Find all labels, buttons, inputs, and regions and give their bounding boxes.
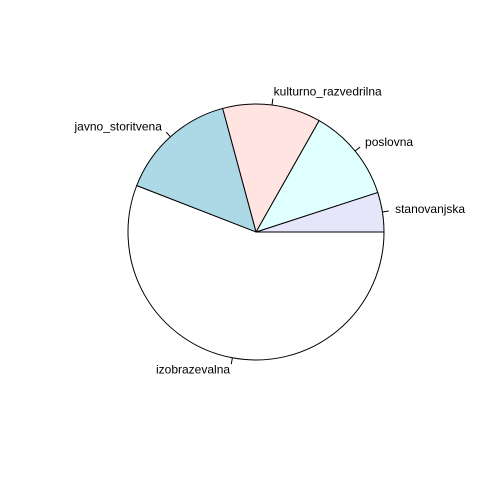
pie-label-javno_storitvena: javno_storitvena (74, 119, 163, 133)
pie-label-tick-izobrazevalna (230, 357, 233, 365)
pie-slice-kulturno_razvedrilna (221, 103, 320, 234)
pie-label-tick-poslovna (354, 146, 361, 152)
pie-label-kulturno_razvedrilna: kulturno_razvedrilna (274, 84, 382, 98)
pie-label-tick-javno_storitvena (165, 131, 171, 138)
pie-slice-javno_storitvena (136, 107, 257, 233)
pie-label-tick-kulturno_razvedrilna (271, 98, 274, 106)
pie-slice-izobrazevalna (127, 184, 385, 361)
pie-label-stanovanjska: stanovanjska (395, 202, 465, 216)
pie-label-tick-stanovanjska (382, 210, 389, 213)
pie-label-izobrazevalna: izobrazevalna (156, 363, 230, 377)
pie-slice-poslovna (254, 119, 379, 233)
pie-label-poslovna: poslovna (365, 135, 413, 149)
